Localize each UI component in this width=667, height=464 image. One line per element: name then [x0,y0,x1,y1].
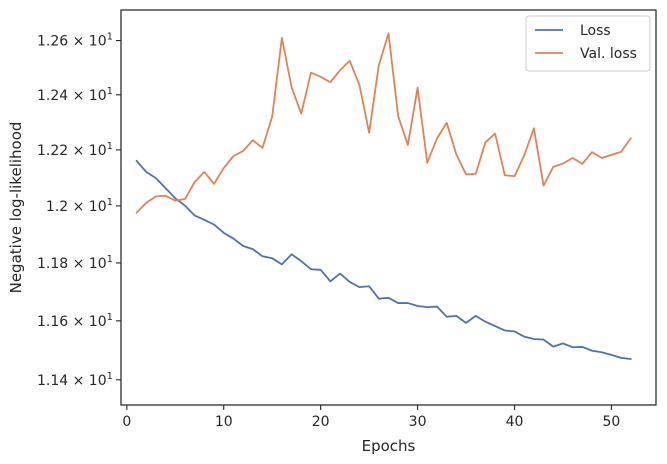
x-axis-label: Epochs [362,437,416,455]
x-axis-ticks: 0 10 20 30 40 50 [122,405,620,430]
x-tick-label: 50 [603,414,621,430]
y-tick-label: 1.16 × 101 [37,312,113,330]
legend-label-loss: Loss [580,23,611,39]
series-line-loss [135,159,632,360]
x-tick-label: 10 [215,414,233,430]
legend-label-val-loss: Val. loss [580,46,637,62]
y-axis-label: Negative log-likelihood [7,122,25,294]
y-tick-label: 1.22 × 101 [37,141,113,159]
plot-area [121,10,656,405]
x-tick-label: 0 [122,414,131,430]
x-tick-label: 30 [409,414,427,430]
y-tick-label: 1.26 × 101 [37,32,113,50]
y-tick-label: 1.2 × 101 [46,197,113,215]
y-tick-label: 1.14 × 101 [37,371,113,389]
plot-frame [120,9,657,406]
legend: Loss Val. loss [525,15,651,72]
x-tick-label: 40 [506,414,524,430]
y-axis-ticks: 1.14 × 101 1.16 × 101 1.18 × 101 1.2 × 101 1… [37,32,121,389]
y-tick-label: 1.18 × 101 [37,254,113,272]
x-tick-label: 20 [312,414,330,430]
series-line-val-loss [135,32,632,214]
y-tick-label: 1.24 × 101 [37,86,113,104]
series-layer [135,32,632,360]
